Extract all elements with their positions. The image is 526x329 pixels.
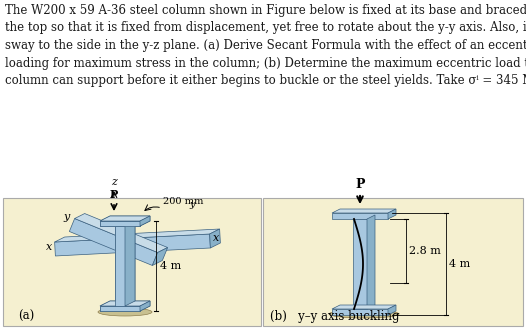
Polygon shape xyxy=(115,226,125,306)
Polygon shape xyxy=(100,306,140,311)
Polygon shape xyxy=(388,305,396,315)
Polygon shape xyxy=(125,221,135,306)
Text: The W200 x 59 A-36 steel column shown in Figure below is fixed at its base and b: The W200 x 59 A-36 steel column shown in… xyxy=(5,4,526,17)
Polygon shape xyxy=(332,209,396,213)
Bar xyxy=(263,198,523,326)
Polygon shape xyxy=(332,309,388,315)
Text: (b)   y–y axis buckling: (b) y–y axis buckling xyxy=(270,310,400,323)
Text: 4 m: 4 m xyxy=(160,261,181,271)
Text: 4 m: 4 m xyxy=(449,259,470,269)
Polygon shape xyxy=(140,216,150,226)
Text: loading for maximum stress in the column; (b) Determine the maximum eccentric lo: loading for maximum stress in the column… xyxy=(5,57,526,69)
Polygon shape xyxy=(140,301,150,311)
Text: x: x xyxy=(46,242,52,252)
Text: y: y xyxy=(64,212,70,222)
Bar xyxy=(3,198,261,326)
Text: column can support before it either begins to buckle or the steel yields. Take σ: column can support before it either begi… xyxy=(5,74,526,87)
Text: 2.8 m: 2.8 m xyxy=(409,246,441,256)
Ellipse shape xyxy=(329,310,399,318)
Polygon shape xyxy=(100,301,150,306)
Polygon shape xyxy=(388,209,396,219)
Polygon shape xyxy=(140,301,150,311)
Polygon shape xyxy=(125,221,135,306)
Polygon shape xyxy=(100,221,140,226)
Polygon shape xyxy=(115,226,125,306)
Polygon shape xyxy=(332,213,388,219)
Text: sway to the side in the y-z plane. (a) Derive Secant Formula with the effect of : sway to the side in the y-z plane. (a) D… xyxy=(5,39,526,52)
Text: the top so that it is fixed from displacement, yet free to rotate about the y-y : the top so that it is fixed from displac… xyxy=(5,21,526,35)
Polygon shape xyxy=(353,219,367,309)
Polygon shape xyxy=(100,216,150,221)
Polygon shape xyxy=(100,301,150,306)
Polygon shape xyxy=(153,247,168,266)
Polygon shape xyxy=(55,229,220,242)
Polygon shape xyxy=(210,229,220,248)
Text: 200 mm: 200 mm xyxy=(163,197,204,206)
Polygon shape xyxy=(367,215,375,309)
Polygon shape xyxy=(140,216,150,226)
Polygon shape xyxy=(100,216,150,221)
Polygon shape xyxy=(69,218,158,266)
Ellipse shape xyxy=(98,308,152,316)
Text: y: y xyxy=(189,200,195,209)
Text: x: x xyxy=(213,233,219,243)
Text: z: z xyxy=(111,177,117,187)
Polygon shape xyxy=(75,214,168,253)
Text: P: P xyxy=(110,189,118,200)
Text: (a): (a) xyxy=(18,310,34,323)
Polygon shape xyxy=(100,306,140,311)
Polygon shape xyxy=(100,221,140,226)
Polygon shape xyxy=(332,305,396,309)
Text: P: P xyxy=(355,178,365,191)
Polygon shape xyxy=(55,234,210,256)
